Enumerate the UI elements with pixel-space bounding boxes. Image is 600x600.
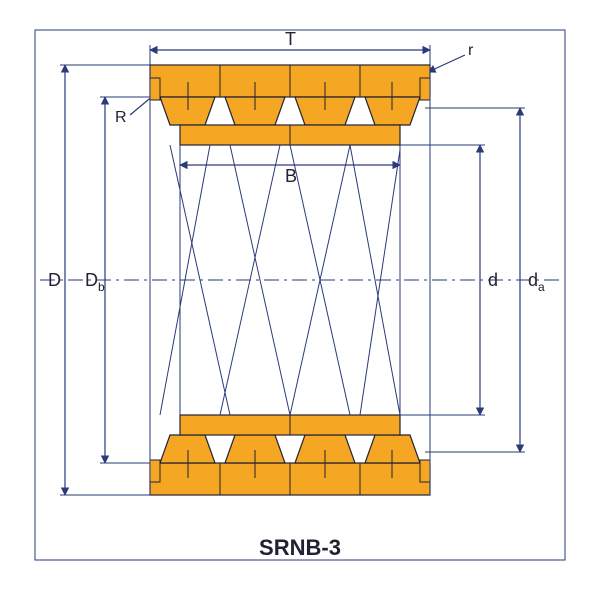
label-r: r — [468, 42, 474, 59]
leader-r — [428, 55, 465, 72]
label-R: R — [115, 109, 127, 126]
label-D: D — [48, 270, 61, 290]
label-d: d — [488, 270, 498, 290]
bearing-diagram: D Db d da T B R r — [0, 0, 600, 600]
label-T: T — [285, 29, 296, 49]
diagram-title: SRNB-3 — [259, 535, 341, 560]
label-da: da — [528, 270, 545, 294]
bearing-top-half — [150, 65, 430, 145]
label-Db: Db — [85, 270, 105, 294]
bearing-bottom-half — [150, 415, 430, 495]
